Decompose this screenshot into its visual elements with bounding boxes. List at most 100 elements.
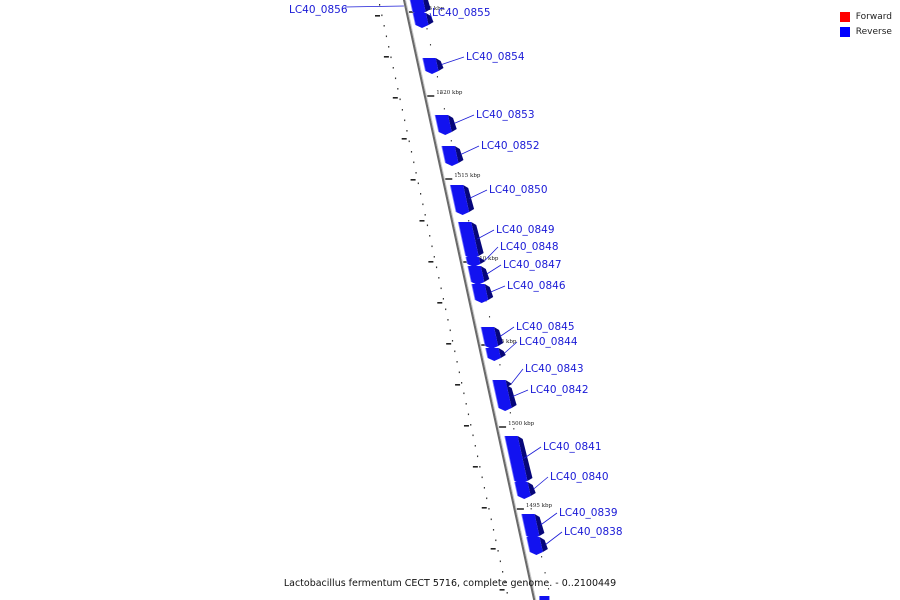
gene-label[interactable]: LC40_0852 xyxy=(481,140,540,152)
minor-tick xyxy=(454,350,456,353)
gene-label[interactable]: LC40_0844 xyxy=(519,336,578,348)
gene-lc40_0839[interactable]: LC40_0839 xyxy=(521,507,618,539)
gene-label[interactable]: LC40_0838 xyxy=(564,526,623,538)
gene-arrow xyxy=(467,266,485,285)
kbp-label: 1515 kbp xyxy=(454,173,481,179)
major-tick xyxy=(463,425,469,427)
minor-tick xyxy=(404,119,406,122)
minor-tick xyxy=(530,508,532,510)
reverse-swatch xyxy=(839,26,850,37)
gene-label[interactable]: LC40_0846 xyxy=(507,280,566,292)
gene-label[interactable]: LC40_0845 xyxy=(516,321,575,333)
minor-tick xyxy=(429,44,432,46)
gene-lc40_0845[interactable]: LC40_0845 xyxy=(480,321,575,349)
minor-tick xyxy=(479,466,481,468)
gene-highlight xyxy=(409,0,414,13)
gene-label[interactable]: LC40_0855 xyxy=(432,7,491,19)
gene-side xyxy=(534,514,545,536)
gene-lc40_0850[interactable]: LC40_0850 xyxy=(449,184,548,215)
gene-highlight xyxy=(465,256,468,265)
gene-label[interactable]: LC40_0839 xyxy=(559,507,618,519)
minor-tick xyxy=(394,77,397,80)
gene-arrow xyxy=(514,482,531,499)
gene-lc40_0854[interactable]: LC40_0854 xyxy=(422,51,525,74)
gene-lc40_0855[interactable]: LC40_0855 xyxy=(412,7,491,28)
major-tick xyxy=(419,220,425,222)
gene-label[interactable]: LC40_0841 xyxy=(543,441,602,453)
minor-tick xyxy=(433,256,435,258)
gene-lc40_0853[interactable]: LC40_0853 xyxy=(434,109,535,135)
minor-tick xyxy=(476,455,479,458)
gene-label[interactable]: LC40_0842 xyxy=(530,384,589,396)
minor-tick xyxy=(513,428,515,430)
minor-tick xyxy=(468,220,470,222)
gene-side xyxy=(506,385,517,408)
minor-tick xyxy=(426,28,428,30)
gene-label[interactable]: LC40_0853 xyxy=(476,109,535,121)
gene-lc40_0849[interactable]: LC40_0849 xyxy=(457,221,555,259)
gene-leader xyxy=(545,531,563,545)
major-tick xyxy=(392,97,398,99)
gene-side xyxy=(517,436,533,481)
gene-side xyxy=(448,115,457,132)
minor-tick xyxy=(488,508,490,510)
gene-side xyxy=(478,257,486,264)
gene-label[interactable]: LC40_0843 xyxy=(525,363,584,375)
major-tick xyxy=(499,589,505,591)
minor-tick xyxy=(415,172,417,174)
minor-tick xyxy=(456,361,458,363)
gene-side xyxy=(505,380,513,387)
gene-leader xyxy=(429,12,433,20)
minor-tick xyxy=(509,412,511,414)
gene-highlight xyxy=(449,184,457,213)
gene-label[interactable]: LC40_0850 xyxy=(489,184,548,196)
legend-label-reverse: Reverse xyxy=(855,26,892,37)
gene-leader xyxy=(486,264,502,275)
gene-lc40_0840[interactable]: LC40_0840 xyxy=(514,471,609,499)
minor-tick xyxy=(490,518,492,521)
minor-tick xyxy=(436,76,438,78)
minor-tick xyxy=(379,4,381,6)
minor-tick xyxy=(438,277,440,279)
gene-label[interactable]: LC40_0847 xyxy=(503,259,562,271)
gene-lc40_0848[interactable]: LC40_0848 xyxy=(465,241,559,267)
gene-label[interactable]: LC40_0848 xyxy=(500,241,559,253)
minor-tick xyxy=(488,316,491,318)
gene-lc40_0856[interactable]: LC40_0856 xyxy=(289,0,431,16)
gene-side xyxy=(494,327,504,346)
gene-side xyxy=(423,0,431,12)
gene-lc40_0842[interactable]: LC40_0842 xyxy=(493,384,589,411)
legend: Forward Reverse xyxy=(839,9,892,39)
gene-arrow xyxy=(441,146,459,166)
minor-tick xyxy=(399,98,401,101)
gene-lc40_0852[interactable]: LC40_0852 xyxy=(441,140,540,166)
kbp-label: 1520 kbp xyxy=(436,90,463,96)
minor-tick xyxy=(443,108,445,110)
minor-tick xyxy=(495,539,497,542)
minor-tick xyxy=(547,588,550,590)
gene-lc40_0844[interactable]: LC40_0844 xyxy=(485,336,578,361)
gene-leader xyxy=(484,246,499,261)
gene-lc40_0838[interactable]: LC40_0838 xyxy=(526,526,623,555)
gene-lc40_0841[interactable]: LC40_0841 xyxy=(504,435,602,484)
kbp-ticks: 1525 kbp 1520 kbp 1515 kbp 1510 kbp 1505 kbp… xyxy=(409,6,552,510)
minor-tick xyxy=(483,487,486,489)
major-tick xyxy=(401,138,407,140)
minor-tick xyxy=(486,497,488,500)
gene-label[interactable]: LC40_0849 xyxy=(496,224,555,236)
minor-tick xyxy=(429,235,431,237)
gene-lc40_0846[interactable]: LC40_0846 xyxy=(471,280,566,303)
gene-lc40_0847[interactable]: LC40_0847 xyxy=(467,259,562,285)
gene-highlight xyxy=(493,384,500,409)
gene-arrow xyxy=(422,58,439,74)
minor-tick xyxy=(435,266,438,269)
minor-tick xyxy=(426,224,429,227)
gene-side xyxy=(463,185,475,212)
gene-label[interactable]: LC40_0856 xyxy=(289,4,348,16)
minor-tick xyxy=(541,556,543,558)
major-tick xyxy=(428,261,434,263)
gene-label[interactable]: LC40_0854 xyxy=(466,51,525,63)
gene-leader xyxy=(460,145,480,155)
gene-label[interactable]: LC40_0840 xyxy=(550,471,609,483)
gene-leader xyxy=(490,285,506,293)
